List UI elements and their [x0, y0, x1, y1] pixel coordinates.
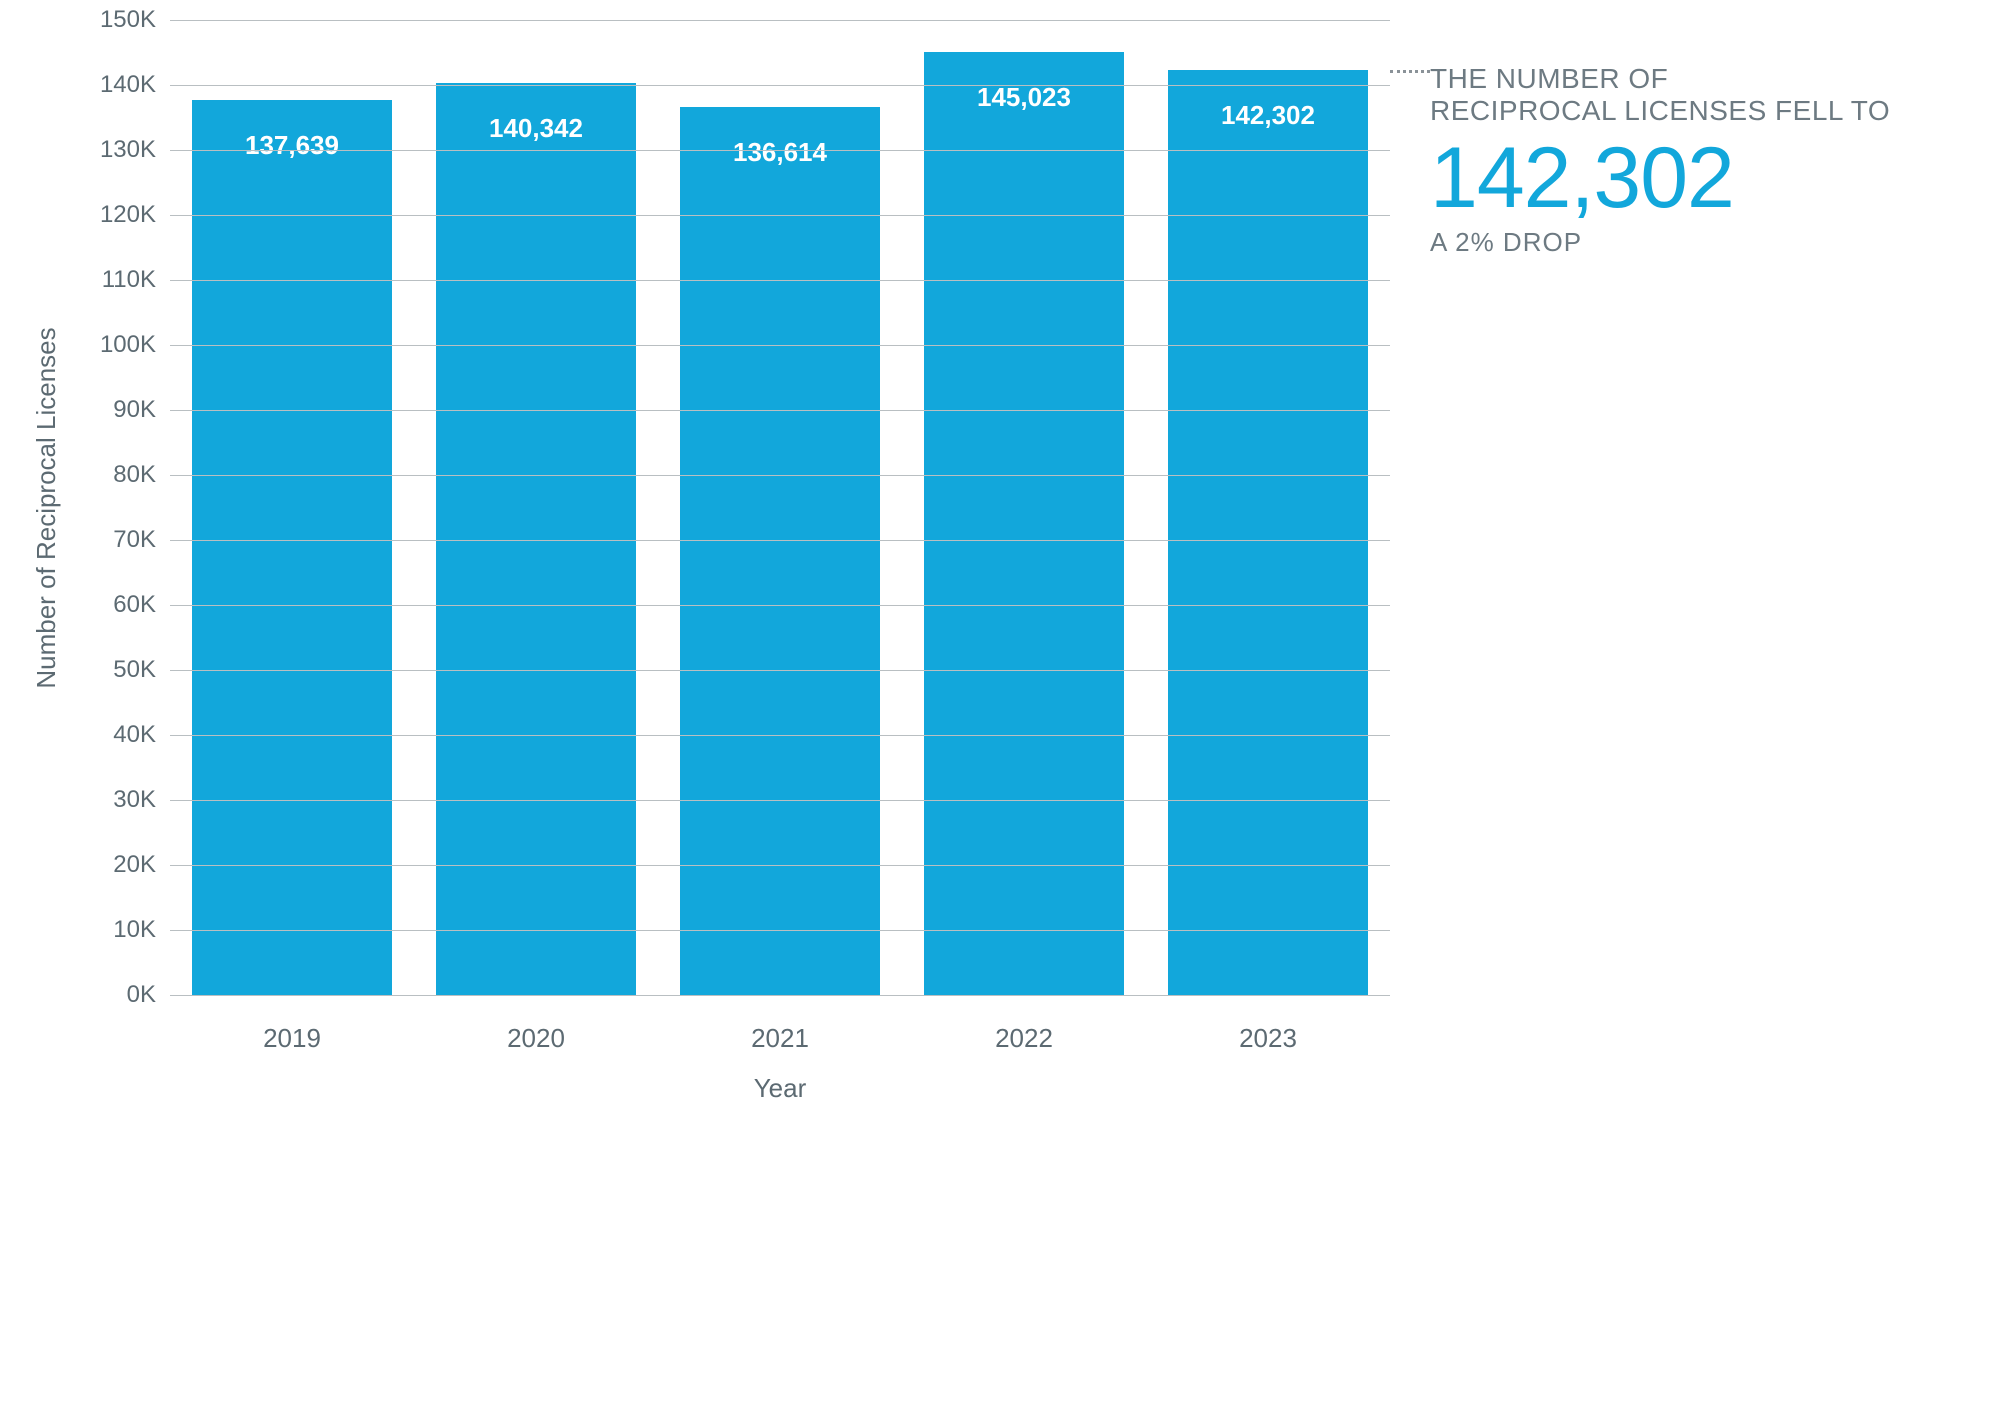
callout-leader-line [1390, 70, 1430, 73]
callout-annotation: THE NUMBER OF RECIPROCAL LICENSES FELL T… [1430, 63, 1890, 258]
y-axis-title: Number of Reciprocal Licenses [31, 327, 62, 688]
bar: 140,342 [436, 83, 636, 995]
bar-slot: 137,6392019 [170, 20, 414, 995]
gridline [170, 85, 1390, 86]
gridline [170, 670, 1390, 671]
bar: 145,023 [924, 52, 1124, 995]
y-tick-label: 50K [113, 656, 170, 684]
bar-value-label: 142,302 [1221, 100, 1315, 131]
y-tick-label: 20K [113, 851, 170, 879]
gridline [170, 475, 1390, 476]
bar-slot: 145,0232022 [902, 20, 1146, 995]
bar-value-label: 136,614 [733, 137, 827, 168]
gridline [170, 735, 1390, 736]
y-tick-label: 40K [113, 721, 170, 749]
gridline [170, 540, 1390, 541]
y-tick-label: 150K [100, 6, 170, 34]
bar-chart: 137,6392019140,3422020136,6142021145,023… [170, 20, 1390, 995]
x-axis-title: Year [754, 1073, 807, 1104]
x-tick-label: 2019 [263, 1023, 321, 1054]
y-tick-label: 30K [113, 786, 170, 814]
gridline [170, 410, 1390, 411]
y-tick-label: 10K [113, 916, 170, 944]
bar-value-label: 140,342 [489, 113, 583, 144]
y-tick-label: 80K [113, 461, 170, 489]
y-tick-label: 0K [127, 981, 170, 1009]
gridline [170, 605, 1390, 606]
bar: 136,614 [680, 107, 880, 995]
bar-slot: 136,6142021 [658, 20, 902, 995]
y-tick-label: 70K [113, 526, 170, 554]
bars-container: 137,6392019140,3422020136,6142021145,023… [170, 20, 1390, 995]
x-tick-label: 2023 [1239, 1023, 1297, 1054]
gridline [170, 280, 1390, 281]
gridline [170, 20, 1390, 21]
bar-value-label: 137,639 [245, 130, 339, 161]
x-tick-label: 2020 [507, 1023, 565, 1054]
gridline [170, 995, 1390, 996]
gridline [170, 345, 1390, 346]
bar: 137,639 [192, 100, 392, 995]
y-tick-label: 60K [113, 591, 170, 619]
callout-big-number: 142,302 [1430, 135, 1890, 221]
bar-value-label: 145,023 [977, 82, 1071, 113]
gridline [170, 150, 1390, 151]
x-tick-label: 2022 [995, 1023, 1053, 1054]
y-tick-label: 140K [100, 71, 170, 99]
y-tick-label: 90K [113, 396, 170, 424]
callout-subtext: A 2% DROP [1430, 227, 1890, 258]
gridline [170, 215, 1390, 216]
gridline [170, 930, 1390, 931]
y-tick-label: 110K [102, 266, 170, 294]
callout-line-2: RECIPROCAL LICENSES FELL TO [1430, 95, 1890, 127]
y-tick-label: 130K [100, 136, 170, 164]
y-tick-label: 100K [100, 331, 170, 359]
x-tick-label: 2021 [751, 1023, 809, 1054]
callout-line-1: THE NUMBER OF [1430, 63, 1890, 95]
bar-slot: 140,3422020 [414, 20, 658, 995]
bar: 142,302 [1168, 70, 1368, 995]
plot-area: 137,6392019140,3422020136,6142021145,023… [170, 20, 1390, 995]
gridline [170, 865, 1390, 866]
y-tick-label: 120K [100, 201, 170, 229]
bar-slot: 142,3022023 [1146, 20, 1390, 995]
chart-canvas: 137,6392019140,3422020136,6142021145,023… [0, 0, 2000, 1406]
gridline [170, 800, 1390, 801]
